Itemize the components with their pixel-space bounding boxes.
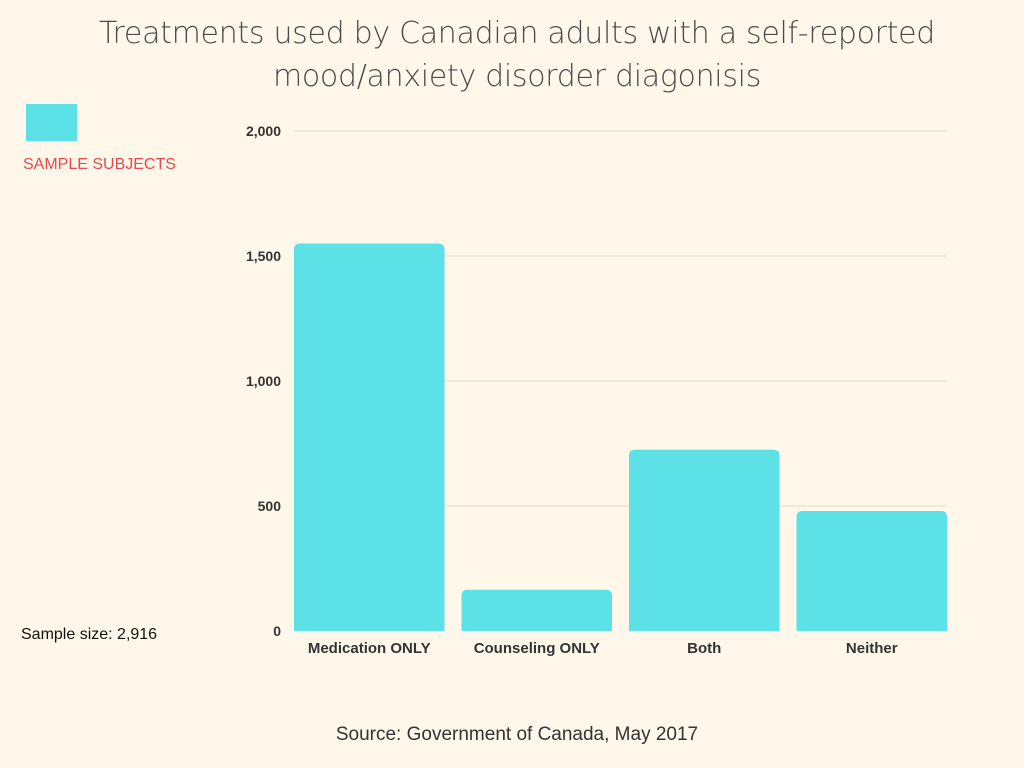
y-tick-label: 2,000 (246, 123, 281, 139)
bar-both (629, 449, 780, 631)
x-tick-label: Neither (846, 640, 898, 657)
source-note: Source: Government of Canada, May 2017 (335, 724, 699, 745)
y-tick-label: 500 (258, 498, 282, 514)
x-tick-label: Counseling ONLY (474, 640, 600, 657)
legend-label: SAMPLE SUBJECTS (23, 156, 176, 173)
bar-neither (796, 511, 947, 631)
bar-counseling-only (461, 589, 612, 631)
chart-title: Treatments used by Canadian adults with … (98, 16, 936, 94)
legend-swatch (26, 104, 77, 141)
y-tick-label: 1,500 (246, 248, 281, 264)
sample-size-note: Sample size: 2,916 (21, 626, 158, 643)
y-tick-label: 0 (273, 623, 281, 639)
bar-medication-only (294, 243, 445, 631)
y-tick-label: 1,000 (246, 373, 281, 389)
x-tick-label: Both (687, 640, 721, 657)
x-tick-label: Medication ONLY (308, 640, 431, 657)
